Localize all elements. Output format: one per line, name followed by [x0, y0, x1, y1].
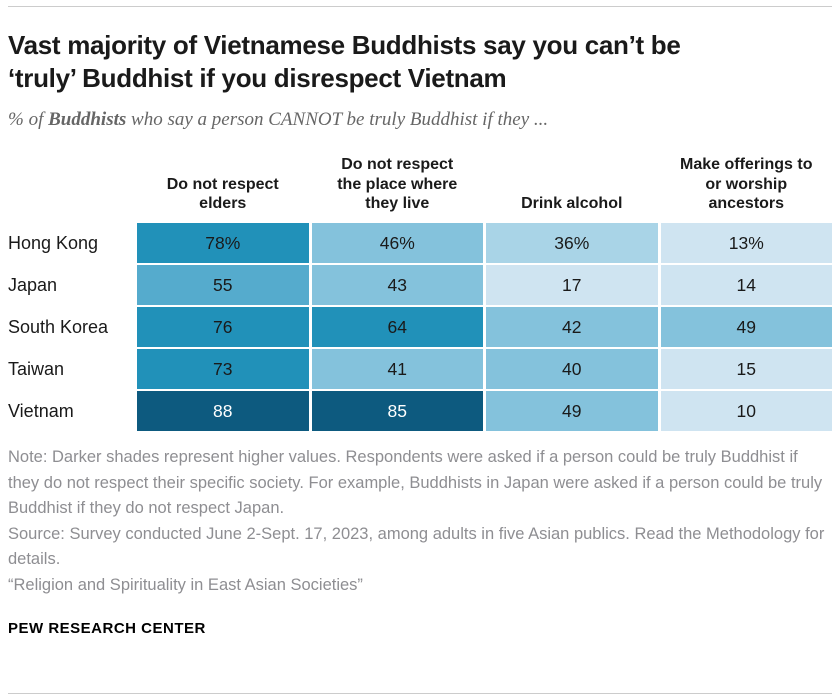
heatmap-cell: 73	[137, 349, 309, 390]
chart-title: Vast majority of Vietnamese Buddhists sa…	[8, 30, 681, 94]
row-label: Hong Kong	[8, 232, 99, 253]
heatmap-cell: 10	[660, 391, 832, 432]
bottom-divider	[8, 693, 832, 694]
heatmap-cell: 43	[311, 265, 483, 306]
column-header-elders: Do not respect elders	[166, 175, 279, 212]
source-text: Source: Survey conducted June 2-Sept. 17…	[8, 524, 825, 569]
subtitle-emphasis: Buddhists	[48, 109, 127, 131]
heatmap-cell: 49	[660, 307, 832, 348]
heatmap-cell: 49	[486, 391, 658, 432]
row-label: Taiwan	[8, 358, 65, 379]
top-divider	[8, 6, 832, 7]
heatmap-cell: 13%	[660, 223, 832, 264]
column-header-offerings: Make offerings to or worship ancestors	[680, 156, 813, 212]
row-label: South Korea	[8, 316, 109, 337]
heatmap-cell: 36%	[486, 223, 658, 264]
heatmap-cell: 46%	[311, 223, 483, 264]
column-header-alcohol: Drink alcohol	[521, 194, 623, 212]
heatmap-cell: 14	[660, 265, 832, 306]
corner-cell	[8, 143, 134, 221]
brand-wordmark: PEW RESEARCH CENTER	[8, 620, 206, 638]
footnotes: Note: Darker shades represent higher val…	[8, 445, 832, 598]
heatmap-cell: 55	[137, 265, 309, 306]
row-label: Vietnam	[8, 400, 74, 421]
heatmap-table: Do not respect elders Do not respect the…	[8, 143, 832, 432]
heatmap-cell: 88	[137, 391, 309, 432]
row-label: Japan	[8, 274, 58, 295]
heatmap-cell: 15	[660, 349, 832, 390]
heatmap-cell: 41	[311, 349, 483, 390]
heatmap-cell: 42	[486, 307, 658, 348]
subtitle-suffix: who say a person CANNOT be truly Buddhis…	[126, 109, 549, 131]
heatmap-cell: 64	[311, 307, 483, 348]
heatmap-cell: 17	[486, 265, 658, 306]
heatmap-cell: 76	[137, 307, 309, 348]
heatmap-cell: 85	[311, 391, 483, 432]
heatmap-cell: 40	[486, 349, 658, 390]
subtitle-prefix: % of	[8, 109, 49, 131]
column-header-place: Do not respect the place where they live	[337, 156, 458, 212]
note-text: Note: Darker shades represent higher val…	[8, 448, 823, 518]
report-title-text: “Religion and Spirituality in East Asian…	[8, 575, 363, 594]
heatmap-cell: 78%	[137, 223, 309, 264]
chart-subtitle: % of Buddhists who say a person CANNOT b…	[8, 109, 832, 131]
